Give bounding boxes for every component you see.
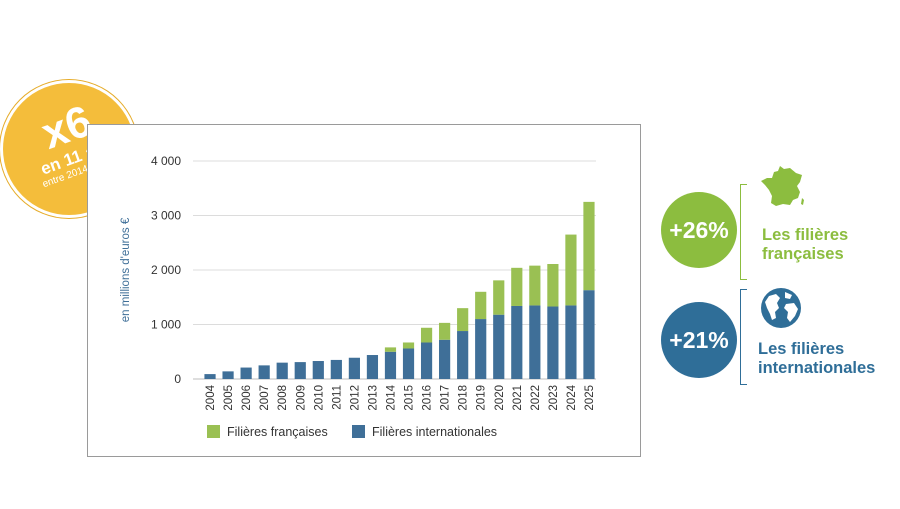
legend-swatch [352,425,365,438]
bar [402,348,415,379]
x-tick-label: 2016 [422,385,434,411]
x-tick-label: 2004 [205,384,217,410]
bar [547,264,559,307]
bar [457,308,469,332]
international-label-line1: Les filières [758,340,845,358]
x-tick-label: 2009 [295,385,307,411]
bar [475,291,487,320]
bar [565,234,577,306]
international-label-line2: internationales [758,359,876,377]
chart-frame: 0 1 000 2 000 3 000 4 000 en millions d'euros… [87,124,641,457]
bar [529,265,541,306]
bar [420,327,433,343]
international-growth-circle: +21% [661,302,737,378]
x-tick-label: 2017 [440,385,452,411]
french-growth-value: +26% [669,216,729,243]
french-label: Les filières françaises [762,226,848,264]
y-tick-label: 1 000 [151,318,181,332]
legend-label: Filières françaises [227,425,328,439]
bar [439,322,451,340]
x-tick-label: 2013 [367,385,379,411]
x-tick-label: 2019 [476,385,488,411]
france-map-icon [761,166,804,206]
bar [402,342,415,349]
x-tick-label: 2008 [277,385,289,411]
x-tick-label: 2023 [548,385,560,411]
y-tick-label: 3 000 [151,209,181,223]
bar [240,367,252,379]
x-tick-label: 2025 [584,385,596,411]
globe-icon [761,288,801,328]
bar [384,347,397,352]
french-growth-circle: +26% [661,192,737,268]
french-label-line2: françaises [762,245,844,263]
bar [439,339,451,379]
bar [493,280,505,315]
bar [222,371,234,379]
x-tick-label: 2012 [349,385,361,411]
bar [258,365,270,379]
bar [366,355,379,379]
bar [420,342,433,379]
french-label-line1: Les filières [762,226,849,244]
legend-label: Filières internationales [372,425,497,439]
x-tick-label: 2007 [259,385,271,411]
bar [583,201,595,291]
bar [294,362,306,379]
bar [312,361,324,379]
bar [511,267,523,306]
x-tick-label: 2022 [530,385,542,411]
x-tick-label: 2006 [241,385,253,411]
x-tick-label: 2011 [331,385,343,410]
x-tick-label: 2005 [223,385,235,411]
x-tick-label: 2018 [458,385,470,411]
x-tick-label: 2014 [385,384,397,410]
y-axis-label: en millions d'euros € [120,217,132,322]
bar [529,305,541,379]
x-tick-label: 2020 [494,385,506,411]
international-bracket [740,289,747,385]
x-tick-label: 2015 [404,385,416,411]
french-bracket [740,184,747,280]
y-tick-label: 4 000 [151,154,181,168]
bar [475,319,487,379]
legend-swatch [207,425,220,438]
stacked-bar-chart: 0 1 000 2 000 3 000 4 000 en millions d'euros… [120,154,596,439]
x-tick-label: 2010 [313,385,325,411]
bar [493,314,505,379]
bar [547,306,559,379]
bar [276,362,288,379]
x-tick-label: 2024 [566,384,578,410]
bar [583,290,595,379]
y-tick-label: 0 [174,372,181,386]
bar [330,359,342,379]
bar [204,374,216,379]
international-label: Les filières internationales [758,340,875,378]
bar [457,331,469,379]
bar [348,357,360,379]
international-growth-value: +21% [669,326,729,353]
bar [565,305,577,379]
bar [384,351,397,379]
bar [511,305,523,379]
x-tick-label: 2021 [512,385,524,411]
y-tick-label: 2 000 [151,263,181,277]
